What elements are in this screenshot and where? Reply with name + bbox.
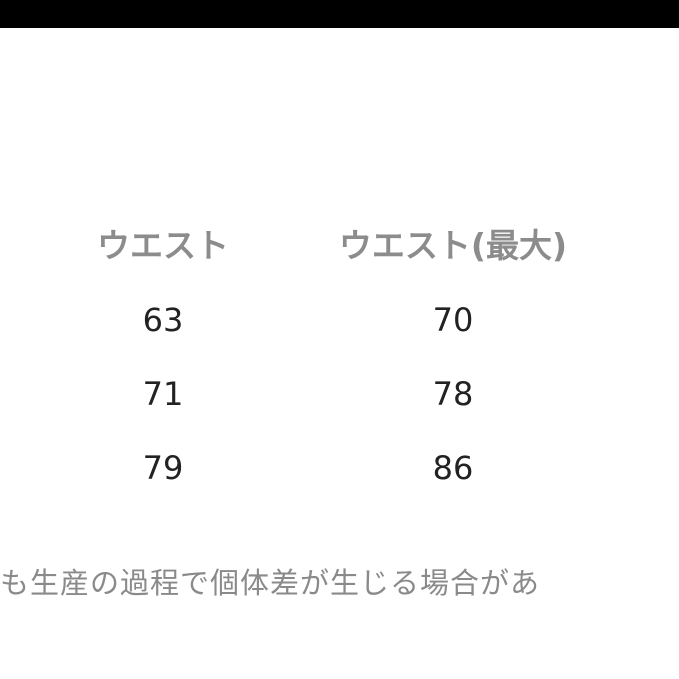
column-header: ウエスト(最大) — [338, 226, 568, 265]
note-text: も生産の過程で個体差が生じる場合があ — [0, 566, 541, 600]
table-cell: 78 — [432, 375, 474, 413]
top-bar — [0, 0, 679, 28]
table-cell: 63 — [142, 301, 184, 339]
table-cell: 86 — [432, 449, 474, 487]
table-cell: 70 — [432, 301, 474, 339]
column-header: ウエスト — [97, 226, 229, 265]
table-cell: 79 — [142, 449, 184, 487]
table-cell: 71 — [142, 375, 184, 413]
